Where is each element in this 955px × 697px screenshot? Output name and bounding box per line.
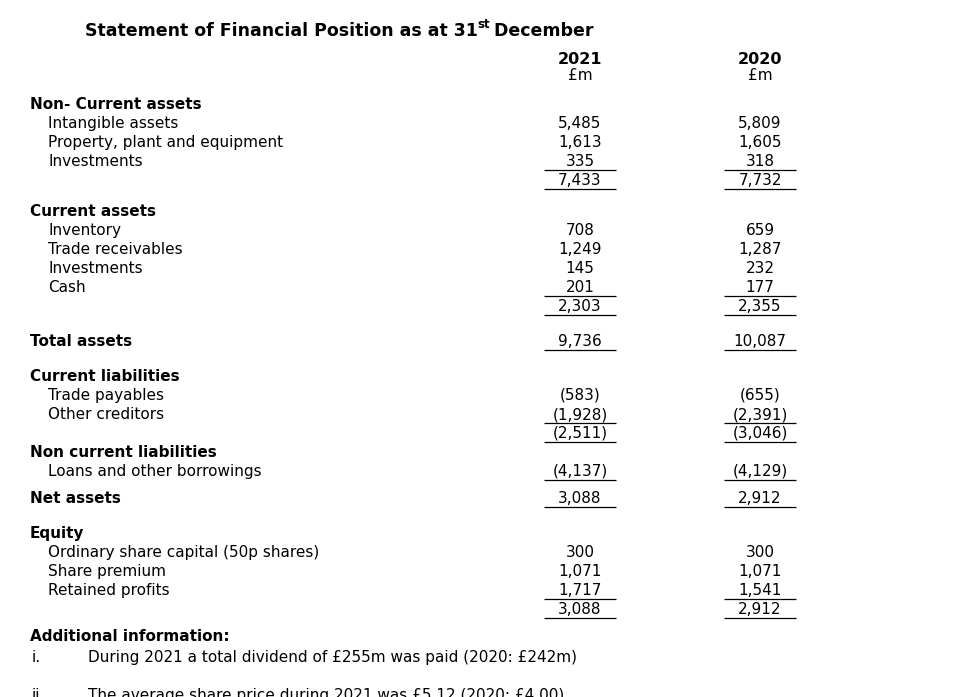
Text: 2,912: 2,912 [738,491,782,506]
Text: Ordinary share capital (50p shares): Ordinary share capital (50p shares) [48,545,319,560]
Text: 2021: 2021 [558,52,603,67]
Text: 1,541: 1,541 [738,583,782,598]
Text: 7,732: 7,732 [738,173,782,188]
Text: December: December [487,22,593,40]
Text: 335: 335 [565,154,595,169]
Text: 1,287: 1,287 [738,242,782,257]
Text: 1,249: 1,249 [559,242,602,257]
Text: (1,928): (1,928) [552,407,607,422]
Text: 177: 177 [746,280,775,295]
Text: 3,088: 3,088 [559,491,602,506]
Text: Share premium: Share premium [48,564,166,579]
Text: Statement of Financial Position as at 31: Statement of Financial Position as at 31 [85,22,478,40]
Text: Inventory: Inventory [48,223,121,238]
Text: Current assets: Current assets [30,204,156,219]
Text: 232: 232 [746,261,775,276]
Text: 1,717: 1,717 [559,583,602,598]
Text: 2,355: 2,355 [738,299,782,314]
Text: Intangible assets: Intangible assets [48,116,179,131]
Text: 2020: 2020 [738,52,782,67]
Text: £m: £m [567,68,592,83]
Text: Cash: Cash [48,280,86,295]
Text: (2,511): (2,511) [552,426,607,441]
Text: i.: i. [32,650,41,665]
Text: Non current liabilities: Non current liabilities [30,445,217,460]
Text: Net assets: Net assets [30,491,121,506]
Text: Other creditors: Other creditors [48,407,164,422]
Text: 2,303: 2,303 [558,299,602,314]
Text: 1,613: 1,613 [558,135,602,150]
Text: 1,605: 1,605 [738,135,782,150]
Text: Total assets: Total assets [30,334,132,349]
Text: 318: 318 [746,154,775,169]
Text: Current liabilities: Current liabilities [30,369,180,384]
Text: st: st [478,18,490,31]
Text: Investments: Investments [48,261,142,276]
Text: 2,912: 2,912 [738,602,782,617]
Text: (4,129): (4,129) [732,464,788,479]
Text: 145: 145 [565,261,594,276]
Text: 9,736: 9,736 [558,334,602,349]
Text: (2,391): (2,391) [732,407,788,422]
Text: 1,071: 1,071 [738,564,782,579]
Text: 1,071: 1,071 [559,564,602,579]
Text: Equity: Equity [30,526,84,541]
Text: 300: 300 [746,545,775,560]
Text: 5,809: 5,809 [738,116,782,131]
Text: 659: 659 [746,223,775,238]
Text: Investments: Investments [48,154,142,169]
Text: 201: 201 [565,280,594,295]
Text: (3,046): (3,046) [732,426,788,441]
Text: 10,087: 10,087 [733,334,787,349]
Text: The average share price during 2021 was £5.12 (2020: £4.00).: The average share price during 2021 was … [88,688,569,697]
Text: Trade receivables: Trade receivables [48,242,182,257]
Text: 300: 300 [565,545,595,560]
Text: ii.: ii. [32,688,46,697]
Text: 3,088: 3,088 [559,602,602,617]
Text: Retained profits: Retained profits [48,583,170,598]
Text: (655): (655) [739,388,780,403]
Text: 5,485: 5,485 [559,116,602,131]
Text: During 2021 a total dividend of £255m was paid (2020: £242m): During 2021 a total dividend of £255m wa… [88,650,577,665]
Text: 7,433: 7,433 [558,173,602,188]
Text: Additional information:: Additional information: [30,629,229,644]
Text: Non- Current assets: Non- Current assets [30,97,202,112]
Text: Loans and other borrowings: Loans and other borrowings [48,464,262,479]
Text: (4,137): (4,137) [552,464,607,479]
Text: 708: 708 [565,223,594,238]
Text: Property, plant and equipment: Property, plant and equipment [48,135,283,150]
Text: Trade payables: Trade payables [48,388,164,403]
Text: (583): (583) [560,388,601,403]
Text: £m: £m [748,68,773,83]
